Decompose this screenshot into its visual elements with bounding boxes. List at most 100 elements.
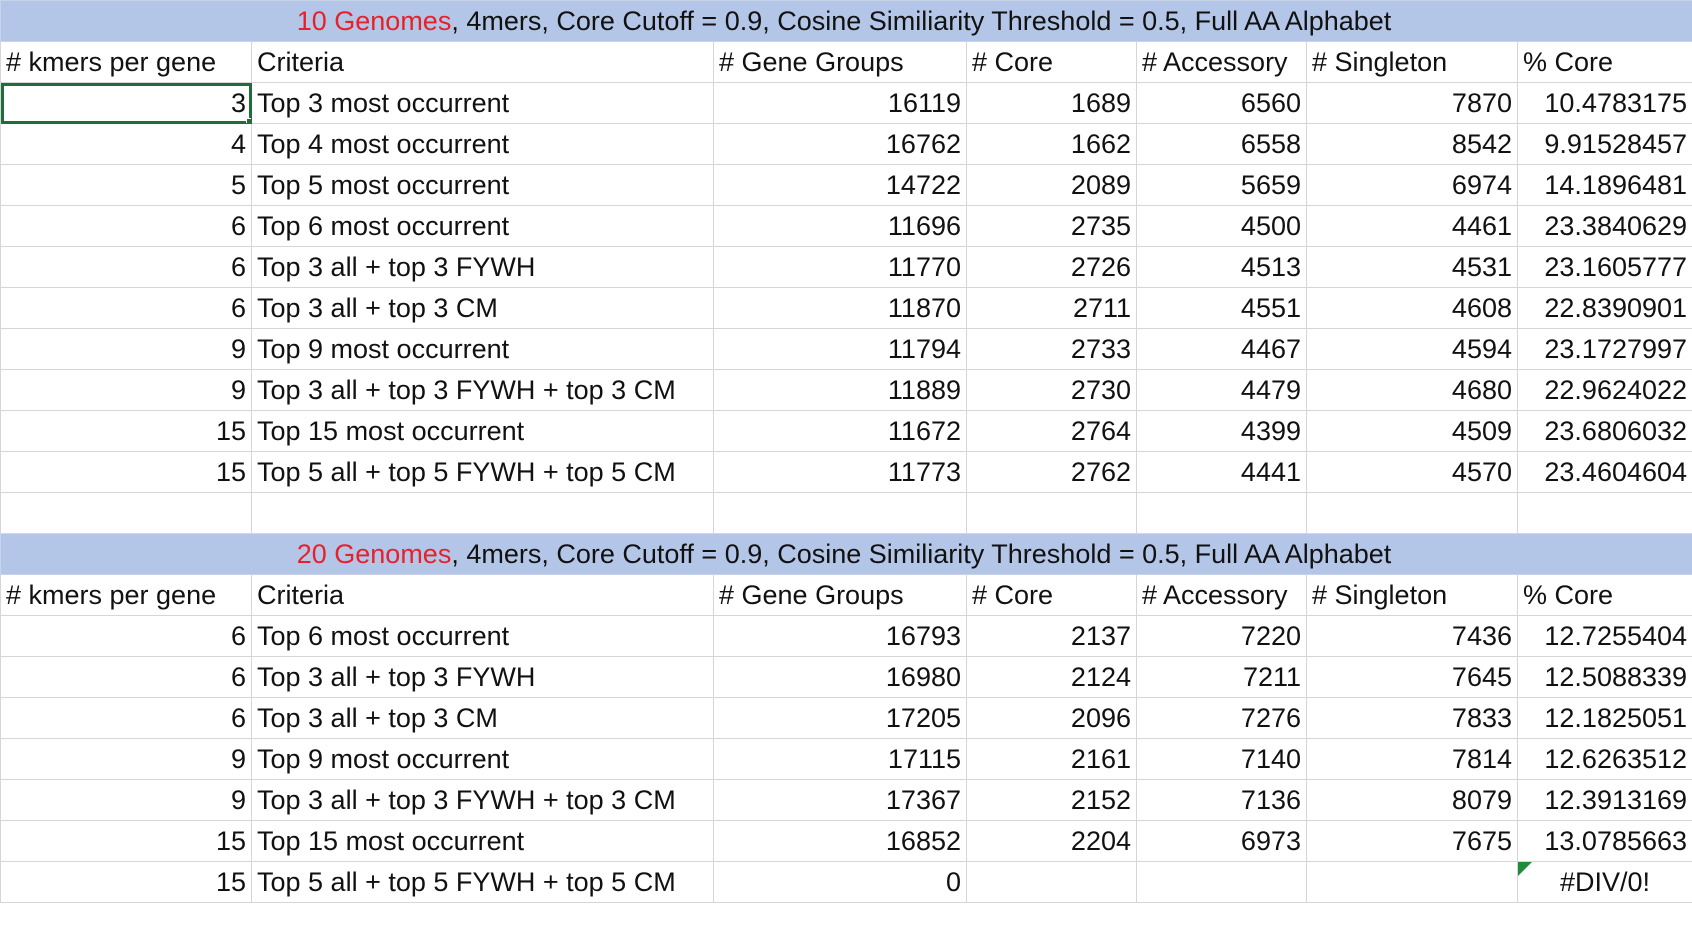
cell-criteria[interactable]: Top 3 all + top 3 CM — [251, 287, 714, 329]
cell-accessory[interactable]: 7136 — [1136, 779, 1307, 821]
cell-gene-groups[interactable]: 11696 — [713, 205, 967, 247]
empty-cell[interactable] — [713, 492, 967, 534]
cell-accessory[interactable]: 4441 — [1136, 451, 1307, 493]
cell-kmers-per-gene[interactable]: 3 — [0, 82, 252, 124]
empty-cell[interactable] — [1136, 492, 1307, 534]
cell-gene-groups[interactable]: 17205 — [713, 697, 967, 739]
cell-criteria[interactable]: Top 3 all + top 3 FYWH — [251, 656, 714, 698]
cell-percent-core[interactable]: 23.4604604 — [1516, 451, 1692, 493]
cell-gene-groups[interactable]: 0 — [713, 861, 967, 903]
cell-percent-core[interactable]: 23.1605777 — [1516, 246, 1692, 288]
cell-kmers-per-gene[interactable]: 9 — [0, 779, 252, 821]
cell-core[interactable]: 2204 — [966, 820, 1137, 862]
cell-gene-groups[interactable]: 11794 — [713, 328, 967, 370]
header-accessory[interactable]: # Accessory — [1136, 41, 1307, 83]
cell-accessory[interactable] — [1136, 861, 1307, 903]
empty-cell[interactable] — [966, 492, 1137, 534]
cell-core[interactable]: 2137 — [966, 615, 1137, 657]
cell-core[interactable]: 2089 — [966, 164, 1137, 206]
cell-gene-groups[interactable]: 17115 — [713, 738, 967, 780]
cell-singleton[interactable]: 7675 — [1306, 820, 1518, 862]
header-criteria[interactable]: Criteria — [251, 41, 714, 83]
cell-percent-core[interactable]: 10.4783175 — [1516, 82, 1692, 124]
header-criteria[interactable]: Criteria — [251, 574, 714, 616]
cell-kmers-per-gene[interactable]: 6 — [0, 287, 252, 329]
cell-kmers-per-gene[interactable]: 15 — [0, 861, 252, 903]
cell-core[interactable]: 2711 — [966, 287, 1137, 329]
cell-singleton[interactable]: 7436 — [1306, 615, 1518, 657]
cell-percent-core[interactable]: 22.9624022 — [1516, 369, 1692, 411]
cell-core[interactable]: 2161 — [966, 738, 1137, 780]
cell-core[interactable]: 2735 — [966, 205, 1137, 247]
cell-criteria[interactable]: Top 6 most occurrent — [251, 615, 714, 657]
cell-singleton[interactable]: 4594 — [1306, 328, 1518, 370]
cell-percent-core[interactable]: 23.1727997 — [1516, 328, 1692, 370]
cell-kmers-per-gene[interactable]: 15 — [0, 820, 252, 862]
cell-accessory[interactable]: 6973 — [1136, 820, 1307, 862]
cell-criteria[interactable]: Top 5 most occurrent — [251, 164, 714, 206]
cell-kmers-per-gene[interactable]: 6 — [0, 656, 252, 698]
cell-singleton[interactable]: 7833 — [1306, 697, 1518, 739]
cell-gene-groups[interactable]: 16793 — [713, 615, 967, 657]
cell-criteria[interactable]: Top 3 most occurrent — [251, 82, 714, 124]
cell-accessory[interactable]: 7220 — [1136, 615, 1307, 657]
cell-singleton[interactable]: 7645 — [1306, 656, 1518, 698]
empty-cell[interactable] — [0, 492, 252, 534]
section-title-cell[interactable]: 20 Genomes, 4mers, Core Cutoff = 0.9, Co… — [0, 533, 1692, 575]
cell-singleton[interactable] — [1306, 861, 1518, 903]
cell-percent-core[interactable]: 23.3840629 — [1516, 205, 1692, 247]
header-percent-core[interactable]: % Core — [1516, 41, 1692, 83]
cell-singleton[interactable]: 4608 — [1306, 287, 1518, 329]
header-gene-groups[interactable]: # Gene Groups — [713, 574, 967, 616]
cell-accessory[interactable]: 6558 — [1136, 123, 1307, 165]
header-singleton[interactable]: # Singleton — [1306, 41, 1518, 83]
cell-kmers-per-gene[interactable]: 15 — [0, 451, 252, 493]
cell-core[interactable]: 2124 — [966, 656, 1137, 698]
section-title-cell[interactable]: 10 Genomes, 4mers, Core Cutoff = 0.9, Co… — [0, 0, 1692, 42]
cell-accessory[interactable]: 4467 — [1136, 328, 1307, 370]
cell-percent-core[interactable]: 12.3913169 — [1516, 779, 1692, 821]
cell-accessory[interactable]: 6560 — [1136, 82, 1307, 124]
cell-gene-groups[interactable]: 11889 — [713, 369, 967, 411]
cell-gene-groups[interactable]: 16119 — [713, 82, 967, 124]
cell-gene-groups[interactable]: 11773 — [713, 451, 967, 493]
cell-gene-groups[interactable]: 11672 — [713, 410, 967, 452]
cell-singleton[interactable]: 8542 — [1306, 123, 1518, 165]
cell-singleton[interactable]: 7870 — [1306, 82, 1518, 124]
cell-percent-core[interactable]: 12.6263512 — [1516, 738, 1692, 780]
cell-core[interactable] — [966, 861, 1137, 903]
cell-accessory[interactable]: 4551 — [1136, 287, 1307, 329]
cell-criteria[interactable]: Top 3 all + top 3 FYWH — [251, 246, 714, 288]
cell-core[interactable]: 2730 — [966, 369, 1137, 411]
cell-percent-core[interactable]: 12.5088339 — [1516, 656, 1692, 698]
cell-criteria[interactable]: Top 6 most occurrent — [251, 205, 714, 247]
cell-criteria[interactable]: Top 5 all + top 5 FYWH + top 5 CM — [251, 451, 714, 493]
cell-gene-groups[interactable]: 11770 — [713, 246, 967, 288]
cell-accessory[interactable]: 4479 — [1136, 369, 1307, 411]
cell-percent-core[interactable]: 9.91528457 — [1516, 123, 1692, 165]
cell-percent-core[interactable]: 12.7255404 — [1516, 615, 1692, 657]
cell-gene-groups[interactable]: 14722 — [713, 164, 967, 206]
header-gene-groups[interactable]: # Gene Groups — [713, 41, 967, 83]
cell-percent-core[interactable]: 23.6806032 — [1516, 410, 1692, 452]
cell-singleton[interactable]: 4531 — [1306, 246, 1518, 288]
empty-cell[interactable] — [1516, 492, 1692, 534]
cell-kmers-per-gene[interactable]: 9 — [0, 369, 252, 411]
cell-singleton[interactable]: 6974 — [1306, 164, 1518, 206]
cell-core[interactable]: 1689 — [966, 82, 1137, 124]
cell-percent-core[interactable]: 12.1825051 — [1516, 697, 1692, 739]
cell-accessory[interactable]: 7211 — [1136, 656, 1307, 698]
header-core[interactable]: # Core — [966, 574, 1137, 616]
cell-kmers-per-gene[interactable]: 5 — [0, 164, 252, 206]
cell-criteria[interactable]: Top 15 most occurrent — [251, 410, 714, 452]
empty-cell[interactable] — [1306, 492, 1518, 534]
cell-singleton[interactable]: 4509 — [1306, 410, 1518, 452]
cell-kmers-per-gene[interactable]: 4 — [0, 123, 252, 165]
cell-gene-groups[interactable]: 17367 — [713, 779, 967, 821]
cell-singleton[interactable]: 4570 — [1306, 451, 1518, 493]
cell-core[interactable]: 2762 — [966, 451, 1137, 493]
cell-singleton[interactable]: 4461 — [1306, 205, 1518, 247]
cell-core[interactable]: 2152 — [966, 779, 1137, 821]
cell-criteria[interactable]: Top 9 most occurrent — [251, 738, 714, 780]
cell-kmers-per-gene[interactable]: 9 — [0, 328, 252, 370]
